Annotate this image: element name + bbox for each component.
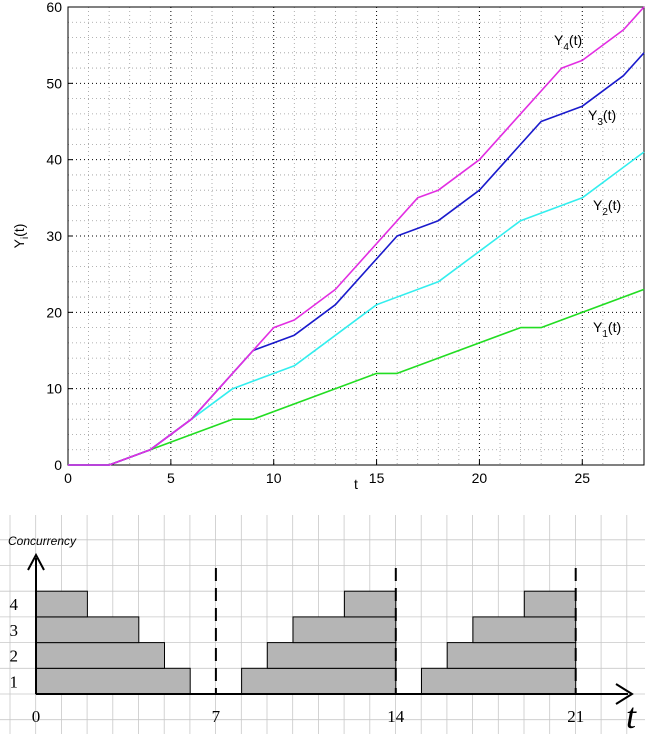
series-label-suffix: (t) [603, 107, 616, 123]
series-label-name: Y [588, 107, 598, 123]
time-tick-label: 21 [567, 707, 584, 726]
series-label-suffix: (t) [608, 197, 621, 213]
time-tick-label: 0 [32, 707, 41, 726]
series-label-subscript: 3 [597, 117, 603, 128]
time-tick-label: 14 [387, 707, 405, 726]
y-tick-label: 40 [46, 152, 62, 168]
x-tick-label: 10 [266, 470, 282, 486]
concurrency-bar [421, 667, 577, 695]
y-axis-label: Yi(t) [11, 224, 31, 249]
concurrency-bar [35, 590, 88, 618]
y-label-suffix: (t) [11, 224, 27, 237]
time-axis-arrow [615, 683, 634, 705]
x-axis-label: t [354, 476, 358, 492]
y-tick-label: 30 [46, 228, 62, 244]
series-line-2 [68, 151, 645, 466]
series-label-subscript: 4 [563, 42, 569, 53]
concurrency-bars [35, 590, 577, 695]
y-label-name: Y [11, 238, 27, 248]
series-label-name: Y [593, 319, 603, 335]
concurrency-bar [266, 642, 397, 669]
concurrency-axis-label: Concurrency [8, 534, 77, 548]
y-label-subscript: i [20, 237, 31, 239]
concurrency-bar [523, 590, 577, 618]
series-label-4: Y4(t) [554, 32, 582, 53]
y-tick-label: 60 [46, 0, 62, 15]
series-label-name: Y [554, 32, 564, 48]
series-label-2: Y2(t) [593, 197, 621, 218]
concurrency-axes [27, 552, 634, 705]
series-label-subscript: 1 [602, 329, 608, 340]
series-label-1: Y1(t) [593, 319, 621, 340]
series-line-4 [68, 6, 645, 466]
x-tick-label: 25 [574, 470, 590, 486]
concurrency-bar [343, 590, 397, 618]
series-label-name: Y [593, 197, 603, 213]
series-label-suffix: (t) [569, 32, 582, 48]
concurrency-bar [241, 667, 397, 695]
line-chart-ticks: 0 5 10 15 20 25 0 10 20 30 40 50 60 [46, 0, 590, 486]
x-tick-label: 15 [369, 470, 385, 486]
time-tick-label: 7 [212, 707, 221, 726]
line-chart-series-labels: Y1(t)Y2(t)Y3(t)Y4(t) [554, 32, 621, 340]
x-tick-label: 20 [472, 470, 488, 486]
concurrency-bar [35, 616, 140, 644]
y-tick-label: 20 [46, 304, 62, 320]
concurrency-axis-arrow [27, 552, 45, 571]
x-tick-label: 0 [64, 470, 72, 486]
line-chart-grid [67, 6, 645, 466]
series-label-subscript: 2 [602, 207, 608, 218]
concurrency-tick-label: 1 [10, 672, 19, 691]
concurrency-tick-label: 2 [10, 647, 19, 666]
concurrency-bar [35, 642, 165, 669]
period-lines [214, 568, 577, 694]
concurrency-bar [35, 667, 191, 695]
time-axis-label: t [626, 696, 637, 734]
concurrency-bar [446, 642, 577, 669]
y-tick-label: 50 [46, 75, 62, 91]
line-chart-series [68, 6, 645, 466]
concurrency-bar [472, 616, 577, 644]
x-tick-label: 5 [167, 470, 175, 486]
series-label-3: Y3(t) [588, 107, 616, 128]
concurrency-tick-label: 4 [10, 595, 19, 614]
y-axis-label-text: Yi(t) [11, 224, 31, 249]
y-tick-label: 10 [46, 381, 62, 397]
concurrency-bar [292, 616, 397, 644]
concurrency-tick-label: 3 [10, 621, 19, 640]
series-label-suffix: (t) [608, 319, 621, 335]
y-tick-label: 0 [54, 457, 62, 473]
